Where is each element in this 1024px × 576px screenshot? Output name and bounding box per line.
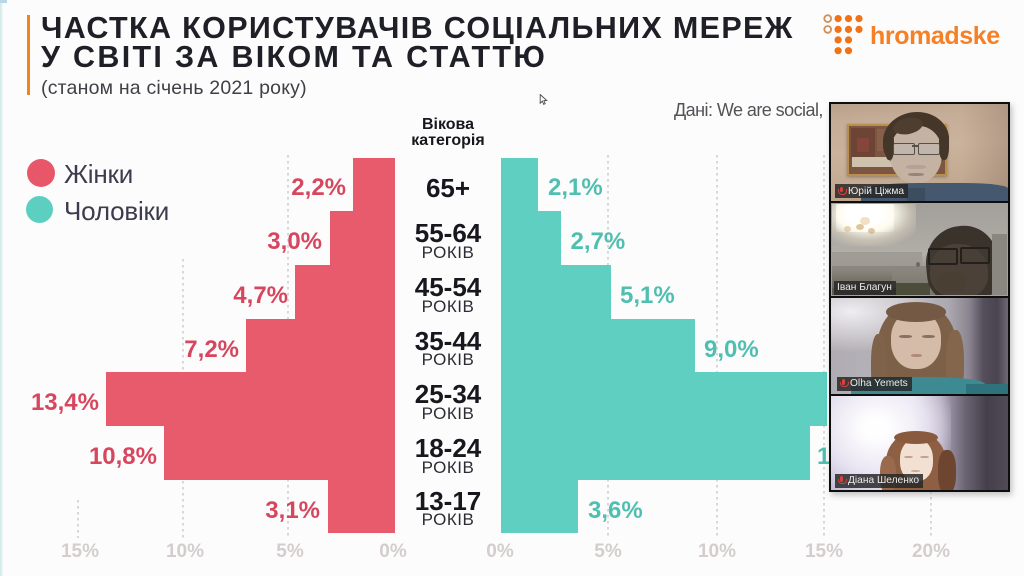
svg-text:hromadske: hromadske	[870, 22, 1000, 50]
